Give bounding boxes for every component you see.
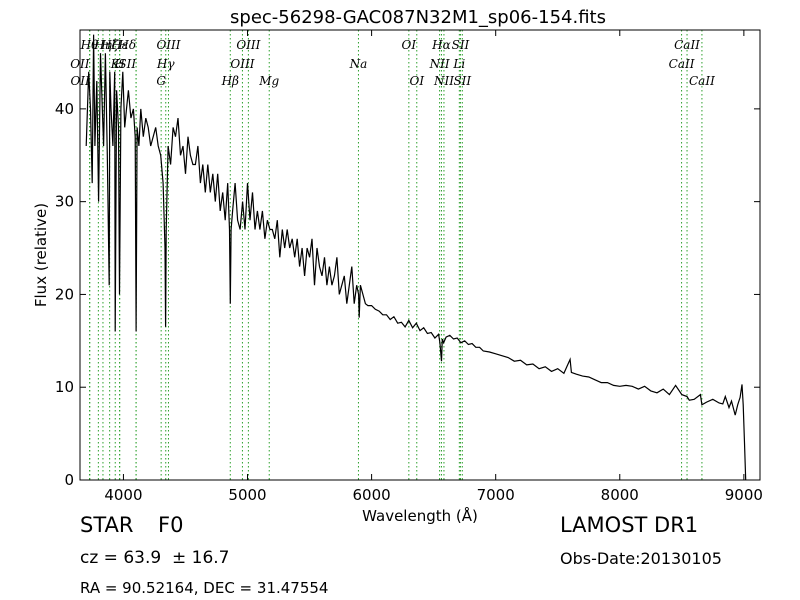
- y-tick-label-2: 20: [55, 285, 74, 303]
- x-tick-label-3: 7000: [477, 486, 515, 504]
- spectral-line-labels: OIIOIIHθHηHζKHHεHδSIIGHγOIIIHβOIIIOIIIMg…: [70, 38, 715, 88]
- redshift: cz = 63.9 ± 16.7: [80, 548, 230, 568]
- x-axis-label: Wavelength (Å): [362, 506, 478, 525]
- coordinates: RA = 90.52164, DEC = 31.47554: [80, 579, 329, 597]
- x-tick-label-2: 6000: [353, 486, 391, 504]
- x-tick-label-1: 5000: [228, 486, 266, 504]
- line-label-17: Na: [349, 57, 368, 71]
- object-class: STAR: [80, 513, 134, 537]
- line-label-26: CaII: [669, 57, 695, 71]
- line-label-24: SII: [452, 38, 470, 52]
- y-axis-label: Flux (relative): [32, 203, 50, 307]
- line-label-6: H: [113, 57, 125, 71]
- line-label-5: K: [110, 57, 121, 71]
- line-label-10: G: [156, 74, 166, 88]
- line-label-28: CaII: [689, 74, 715, 88]
- y-tick-label-0: 0: [64, 471, 74, 489]
- chart-title: spec-56298-GAC087N32M1_sp06-154.fits: [230, 7, 606, 28]
- line-label-9: SII: [118, 57, 136, 71]
- line-label-14: OIII: [230, 57, 254, 71]
- x-tick-label-5: 9000: [725, 486, 763, 504]
- axis-ticks: 4000 5000 6000 7000 8000 9000 0 10 20 30 40: [55, 30, 763, 504]
- line-label-22: NII: [433, 74, 454, 88]
- line-label-3: Hη: [93, 38, 112, 52]
- line-label-12: OIII: [156, 38, 180, 52]
- line-label-21: Hα: [431, 38, 451, 52]
- spectrum-line: [85, 34, 747, 481]
- survey-name: LAMOST DR1: [560, 513, 699, 537]
- line-label-8: Hδ: [117, 38, 136, 52]
- plot-frame: [79, 29, 761, 481]
- y-tick-label-1: 10: [55, 378, 74, 396]
- line-label-11: Hγ: [156, 57, 175, 71]
- line-label-16: Mg: [258, 74, 279, 88]
- line-label-23: Li: [452, 57, 465, 71]
- y-tick-label-3: 30: [55, 193, 74, 211]
- line-label-27: CaII: [674, 38, 700, 52]
- line-label-19: OI: [409, 74, 424, 88]
- line-label-13: Hβ: [221, 74, 239, 88]
- line-label-25: SII: [453, 74, 471, 88]
- observation-date: Obs-Date:20130105: [560, 549, 722, 568]
- line-label-15: OIII: [236, 38, 260, 52]
- x-tick-label-0: 4000: [104, 486, 142, 504]
- spectral-line-markers: [89, 30, 703, 480]
- y-tick-label-4: 40: [55, 100, 74, 118]
- line-label-7: Hε: [110, 38, 128, 52]
- line-label-4: Hζ: [100, 38, 119, 52]
- x-tick-label-4: 8000: [601, 486, 639, 504]
- subclass: F0: [158, 513, 184, 537]
- line-label-18: OI: [402, 38, 417, 52]
- line-label-20: NII: [429, 57, 450, 71]
